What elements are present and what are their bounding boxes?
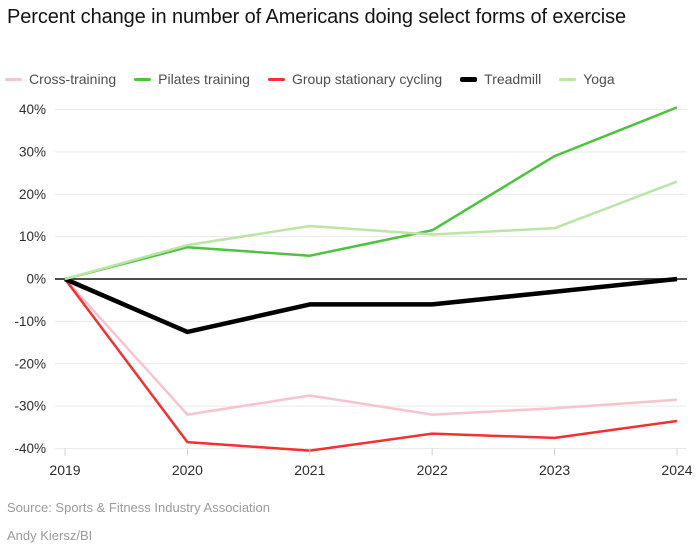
- byline: Andy Kiersz/BI: [7, 528, 93, 543]
- source-note: Source: Sports & Fitness Industry Associ…: [7, 500, 271, 515]
- legend-swatch-pilates-training: [134, 77, 152, 81]
- series-line-pilates-training: [64, 106, 678, 281]
- legend-swatch-treadmill: [460, 76, 478, 82]
- legend-label: Treadmill: [484, 71, 542, 87]
- legend-item-cross-training: Cross-training: [5, 71, 116, 87]
- y-axis-label: -20%: [14, 356, 46, 371]
- legend-item-treadmill: Treadmill: [460, 71, 541, 87]
- legend-item-pilates-training: Pilates training: [134, 71, 250, 87]
- y-axis-label: 10%: [19, 229, 46, 244]
- legend-swatch-yoga: [559, 77, 577, 81]
- legend-label: Pilates training: [158, 71, 250, 87]
- series-line-cross-training: [64, 278, 678, 416]
- y-axis-label: -10%: [14, 314, 46, 329]
- y-axis-label: 40%: [19, 102, 46, 117]
- x-axis-label: 2022: [417, 462, 448, 478]
- legend-swatch-cross-training: [5, 77, 22, 81]
- line-chart: 2019 2020 2021 2022 2023 2024 40% 30% 20% 10% 0% -1…: [14, 102, 692, 478]
- x-axis-label: 2020: [172, 462, 203, 478]
- series-line-group-stationary-cycling: [64, 278, 678, 452]
- legend-label: Group stationary cycling: [291, 71, 443, 87]
- legend-swatch-group-stationary-cycling: [267, 77, 285, 81]
- y-axis-label: 0%: [26, 272, 46, 287]
- chart-title: Percent change in number of Americans do…: [7, 6, 627, 28]
- x-axis-label: 2019: [49, 462, 80, 478]
- y-axis-label: -30%: [14, 399, 46, 414]
- y-axis-label: -40%: [14, 441, 46, 456]
- legend-item-group-stationary-cycling: Group stationary cycling: [267, 71, 443, 87]
- series-line-yoga: [64, 180, 678, 281]
- x-axis-label: 2021: [294, 462, 325, 478]
- legend-label: Yoga: [583, 71, 615, 87]
- legend-item-yoga: Yoga: [559, 71, 615, 87]
- y-axis-label: 30%: [19, 144, 46, 159]
- legend-label: Cross-training: [29, 71, 117, 87]
- chart-legend: Cross-training Pilates training Group stat…: [5, 71, 697, 87]
- x-axis-label: 2023: [539, 462, 570, 478]
- y-axis-label: 20%: [19, 187, 46, 202]
- series-line-treadmill: [64, 276, 678, 335]
- x-axis-label: 2024: [661, 462, 692, 478]
